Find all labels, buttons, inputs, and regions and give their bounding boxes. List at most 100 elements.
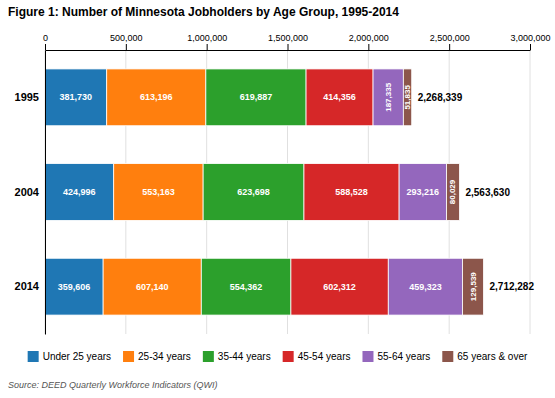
grid-line — [45, 50, 46, 334]
data-label: 293,216 — [407, 187, 440, 197]
legend-label: 55-64 years — [377, 351, 430, 362]
bar — [45, 69, 107, 126]
data-labels: 381,730 424,996 359,606 613,196 553,163 607,1… — [58, 82, 478, 301]
bar — [45, 258, 103, 315]
data-label: 381,730 — [60, 92, 93, 102]
legend-swatch — [283, 351, 294, 362]
bar — [291, 258, 388, 315]
data-label: 129,539 — [469, 272, 478, 301]
bars — [45, 69, 483, 315]
legend-swatch — [203, 351, 214, 362]
legend-item: 55-64 years — [362, 351, 430, 363]
legend-item: 25-34 years — [123, 351, 191, 363]
x-tick: 2,500,000 — [430, 33, 470, 50]
x-tick-mark — [530, 44, 531, 50]
data-label: 187,335 — [384, 82, 393, 111]
x-tick-mark — [368, 44, 369, 50]
y-tick-label: 2004 — [15, 186, 40, 198]
x-tick-mark — [449, 44, 450, 50]
bar — [373, 69, 403, 126]
plot: 0 500,000 1,000,000 1,500,000 2,000,000 2,500… — [15, 33, 551, 335]
x-axis-line — [46, 50, 531, 51]
bar — [201, 258, 291, 315]
y-tick: 1995 — [15, 91, 45, 103]
legend-item: Under 25 years — [28, 351, 111, 363]
series — [291, 69, 399, 315]
legend-label: 35-44 years — [218, 351, 271, 362]
data-label: 607,140 — [136, 282, 169, 292]
legend-swatch — [362, 351, 373, 362]
y-tick-label: 1995 — [15, 91, 39, 103]
bar — [388, 258, 462, 315]
data-label: 414,356 — [323, 92, 356, 102]
legend-label: 65 years & over — [457, 351, 528, 362]
x-tick-mark — [207, 44, 208, 50]
x-tick: 2,000,000 — [349, 33, 389, 50]
bar — [103, 258, 201, 315]
x-tick-label: 2,500,000 — [430, 33, 470, 43]
legend-item: 65 years & over — [442, 351, 528, 363]
y-tick-label: 2014 — [15, 280, 40, 292]
x-axis: 0 500,000 1,000,000 1,500,000 2,000,000 2,500… — [43, 33, 551, 51]
data-label: 588,528 — [335, 187, 368, 197]
totals: 2,268,339 2,563,630 2,712,282 — [418, 92, 535, 292]
x-tick-label: 0 — [43, 33, 48, 43]
title: Figure 1: Number of Minnesota Jobholders… — [8, 5, 399, 19]
chart: Figure 1: Number of Minnesota Jobholders… — [0, 0, 555, 398]
x-tick: 1,500,000 — [268, 33, 308, 50]
source: Source: DEED Quarterly Workforce Indicat… — [8, 380, 218, 390]
y-axis-line — [45, 51, 46, 335]
data-label: 619,887 — [240, 92, 273, 102]
legend-swatch — [28, 351, 39, 362]
legend-label: 45-54 years — [298, 351, 351, 362]
data-label: 359,606 — [58, 282, 91, 292]
x-tick: 500,000 — [110, 33, 143, 50]
legend-label: 25-34 years — [138, 351, 191, 362]
bar — [304, 164, 399, 221]
total-label: 2,563,630 — [465, 187, 510, 198]
total-label: 2,268,339 — [418, 92, 463, 103]
x-tick-mark — [45, 44, 46, 50]
data-label: 613,196 — [140, 92, 173, 102]
legend: Under 25 years 25-34 years 35-44 years 45-5… — [28, 351, 528, 363]
y-tick: 2014 — [15, 280, 45, 292]
x-tick-label: 3,000,000 — [510, 33, 550, 43]
series — [373, 69, 462, 315]
bar — [45, 164, 114, 221]
legend-swatch — [123, 351, 134, 362]
x-tick-label: 1,500,000 — [268, 33, 308, 43]
legend-label: Under 25 years — [43, 351, 111, 362]
series — [103, 69, 206, 315]
grid — [45, 50, 530, 334]
x-tick: 3,000,000 — [510, 33, 550, 50]
y-axis: 1995 2004 2014 — [15, 51, 46, 335]
y-tick: 2004 — [15, 186, 45, 198]
series — [201, 69, 306, 315]
bar — [447, 164, 460, 221]
bar — [403, 69, 411, 126]
data-label: 459,323 — [409, 282, 442, 292]
bar — [463, 258, 484, 315]
bar — [107, 69, 206, 126]
x-tick-label: 500,000 — [110, 33, 143, 43]
x-tick-mark — [288, 44, 289, 50]
bar — [399, 164, 446, 221]
x-tick-mark — [126, 44, 127, 50]
x-tick-label: 1,000,000 — [187, 33, 227, 43]
x-tick-label: 2,000,000 — [349, 33, 389, 43]
data-label: 51,835 — [403, 85, 412, 110]
x-tick: 0 — [43, 33, 48, 50]
data-label: 553,163 — [142, 187, 175, 197]
data-label: 602,312 — [323, 282, 356, 292]
data-label: 554,362 — [230, 282, 263, 292]
bar — [306, 69, 373, 126]
bar — [114, 164, 203, 221]
legend-item: 45-54 years — [283, 351, 351, 363]
data-label: 424,996 — [63, 187, 96, 197]
data-label: 80,029 — [448, 179, 457, 204]
x-tick: 1,000,000 — [187, 33, 227, 50]
legend-swatch — [442, 351, 453, 362]
legend-item: 35-44 years — [203, 351, 271, 363]
bar — [203, 164, 304, 221]
total-label: 2,712,282 — [489, 281, 534, 292]
